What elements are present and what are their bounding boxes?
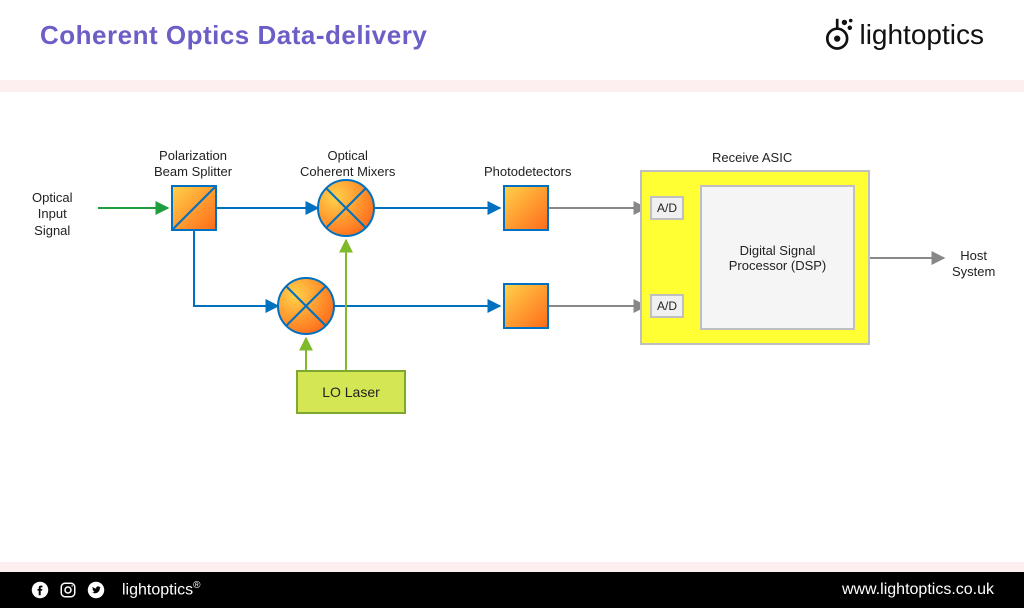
node-ad-top: A/D	[650, 196, 684, 220]
label-photo: Photodetectors	[484, 164, 571, 180]
label-host: Host System	[952, 248, 995, 281]
node-dsp: Digital Signal Processor (DSP)	[700, 185, 855, 330]
brand-logo: lightoptics	[821, 17, 984, 53]
twitter-icon[interactable]	[86, 580, 106, 600]
header-divider	[0, 80, 1024, 92]
facebook-icon[interactable]	[30, 580, 50, 600]
footer-url[interactable]: www.lightoptics.co.uk	[842, 581, 994, 599]
dsp-label: Digital Signal Processor (DSP)	[729, 243, 827, 273]
node-mixer-top	[318, 180, 374, 236]
label-mixers: Optical Coherent Mixers	[300, 148, 395, 181]
node-photo-bot	[504, 284, 548, 328]
footer-left: lightoptics®	[30, 580, 201, 600]
brand-logo-icon	[821, 17, 857, 53]
edge-pbs-mixer-bot	[194, 230, 278, 306]
page: Coherent Optics Data-delivery lightoptic…	[0, 0, 1024, 608]
footer: lightoptics® www.lightoptics.co.uk	[0, 572, 1024, 608]
brand-logo-text-2: optics	[911, 19, 984, 51]
node-photo-top	[504, 186, 548, 230]
instagram-icon[interactable]	[58, 580, 78, 600]
footer-brand: lightoptics®	[122, 580, 201, 599]
footer-brand-mark: ®	[193, 580, 200, 591]
node-ad-bot: A/D	[650, 294, 684, 318]
header: Coherent Optics Data-delivery lightoptic…	[0, 0, 1024, 70]
node-mixer-bot	[278, 278, 334, 334]
label-input: Optical Input Signal	[32, 190, 72, 239]
footer-brand-text: lightoptics	[122, 582, 193, 599]
node-lo: LO Laser	[296, 370, 406, 414]
ad-top-label: A/D	[657, 201, 677, 215]
page-title: Coherent Optics Data-delivery	[40, 20, 427, 51]
footer-divider	[0, 562, 1024, 572]
diagram: A/D A/D Digital Signal Processor (DSP) L…	[0, 100, 1024, 560]
label-pbs: Polarization Beam Splitter	[154, 148, 232, 181]
ad-bot-label: A/D	[657, 299, 677, 313]
lo-label: LO Laser	[322, 384, 380, 400]
brand-logo-text-1: light	[859, 19, 910, 51]
node-pbs	[172, 186, 216, 230]
label-asic: Receive ASIC	[712, 150, 792, 166]
